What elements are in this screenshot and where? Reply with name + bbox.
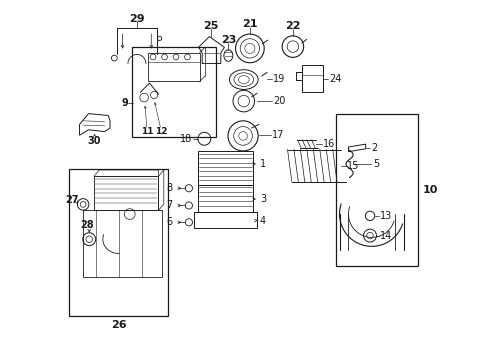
Text: 28: 28 xyxy=(80,220,93,230)
Bar xyxy=(194,212,257,228)
Bar xyxy=(335,114,418,266)
Bar xyxy=(198,151,253,185)
Text: 1: 1 xyxy=(260,159,265,169)
Text: 8: 8 xyxy=(165,183,172,193)
Text: 29: 29 xyxy=(129,14,144,24)
Text: 19: 19 xyxy=(272,74,284,84)
Text: 13: 13 xyxy=(379,211,391,221)
Text: 27: 27 xyxy=(65,195,79,205)
Text: 7: 7 xyxy=(165,201,172,211)
Text: 6: 6 xyxy=(165,217,172,227)
Text: 4: 4 xyxy=(260,216,265,226)
Text: 12: 12 xyxy=(154,127,167,136)
Bar xyxy=(69,169,168,316)
Text: 16: 16 xyxy=(323,139,335,149)
Text: 14: 14 xyxy=(379,231,391,240)
Text: 25: 25 xyxy=(203,21,219,31)
Text: 20: 20 xyxy=(273,96,285,106)
Text: 15: 15 xyxy=(346,161,358,171)
Text: 24: 24 xyxy=(328,74,341,84)
Text: 5: 5 xyxy=(372,159,378,169)
Bar xyxy=(131,47,215,137)
Bar xyxy=(94,176,158,211)
Text: 10: 10 xyxy=(422,185,437,195)
Text: 17: 17 xyxy=(271,130,284,140)
Bar xyxy=(83,211,162,277)
Text: 2: 2 xyxy=(370,143,377,153)
Text: 18: 18 xyxy=(179,134,191,144)
Bar xyxy=(198,185,253,212)
Text: 11: 11 xyxy=(141,127,153,136)
Text: 30: 30 xyxy=(88,136,101,145)
Text: 26: 26 xyxy=(111,320,126,330)
Text: 23: 23 xyxy=(220,35,236,45)
Text: 21: 21 xyxy=(242,19,257,29)
Text: 3: 3 xyxy=(260,194,265,204)
Text: 22: 22 xyxy=(285,21,300,31)
Text: 9: 9 xyxy=(122,98,128,108)
